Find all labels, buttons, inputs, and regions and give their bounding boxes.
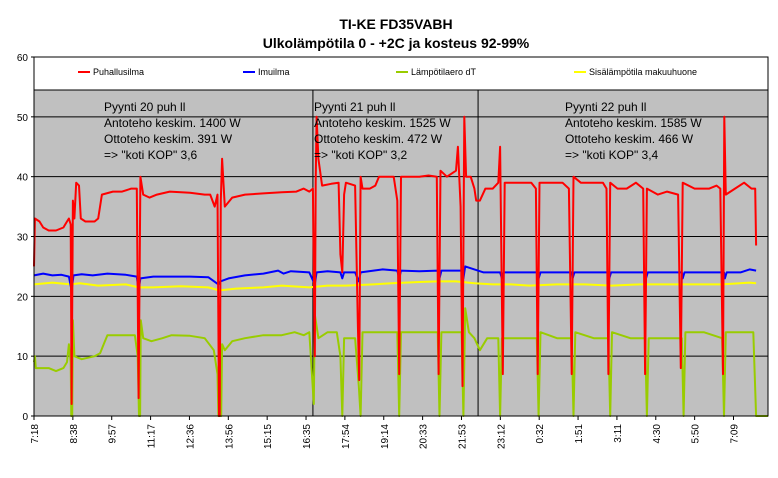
annotation-line: Antoteho keskim. 1400 W <box>104 116 241 130</box>
annotation-line: Ottoteho keskim. 466 W <box>565 132 694 146</box>
legend-label: Imuilma <box>258 67 290 77</box>
series-line <box>33 307 768 417</box>
y-tick-label: 60 <box>17 53 29 64</box>
annotation-line: => "koti KOP" 3,6 <box>104 148 198 162</box>
x-tick-label: 11:17 <box>147 424 158 449</box>
x-tick-label: 9:57 <box>108 424 119 444</box>
x-tick-label: 17:54 <box>341 424 352 449</box>
y-tick-label: 0 <box>22 412 28 423</box>
legend-label: Sisälämpötila makuuhuone <box>589 67 697 77</box>
x-tick-label: 21:53 <box>457 424 468 449</box>
x-tick-label: 7:18 <box>30 424 41 444</box>
annotation-line: Ottoteho keskim. 472 W <box>314 132 443 146</box>
x-tick-label: 5:50 <box>691 424 702 444</box>
y-tick-label: 20 <box>17 292 29 303</box>
plot-area: 0 10 20 30 40 50 60 7:18 8:38 9:57 11:17 12:36 13:56… <box>17 53 769 449</box>
x-tick-label: 12:36 <box>185 424 196 449</box>
annotation-line: => "koti KOP" 3,2 <box>314 148 408 162</box>
annotation-line: Pyynti 20 puh ll <box>104 100 185 114</box>
x-tick-label: 19:14 <box>380 424 391 449</box>
y-tick-label: 40 <box>17 173 29 184</box>
annotation-line: Pyynti 22 puh ll <box>565 100 646 114</box>
x-tick-label: 16:35 <box>302 424 313 449</box>
x-tick-label: 8:38 <box>69 424 80 444</box>
annotation-line: Antoteho keskim. 1585 W <box>565 116 702 130</box>
x-tick-label: 7:09 <box>730 424 741 444</box>
x-tick-label: 0:32 <box>535 424 546 444</box>
annotation-line: Pyynti 21 puh ll <box>314 100 395 114</box>
x-tick-label: 1:51 <box>574 424 585 444</box>
plot-frame <box>33 56 769 417</box>
chart-title: TI-KE FD35VABH <box>339 16 452 32</box>
annotation-line: Antoteho keskim. 1525 W <box>314 116 451 130</box>
x-tick-label: 13:56 <box>224 424 235 449</box>
chart-subtitle: Ulkolämpötila 0 - +2C ja kosteus 92-99% <box>263 35 530 51</box>
x-tick-label: 4:30 <box>652 424 663 444</box>
series-line <box>33 115 758 417</box>
x-tick-label: 20:33 <box>419 424 430 449</box>
y-tick-label: 50 <box>17 113 29 124</box>
x-tick-label: 23:12 <box>496 424 507 449</box>
legend-label: Puhallusilma <box>93 67 144 77</box>
annotation-line: Ottoteho keskim. 391 W <box>104 132 233 146</box>
y-tick-label: 10 <box>17 352 29 363</box>
x-tick-label: 3:11 <box>613 424 624 443</box>
annotation-line: => "koti KOP" 3,4 <box>565 148 659 162</box>
x-tick-label: 15:15 <box>263 424 274 449</box>
series-line <box>33 280 757 292</box>
legend-label: Lämpötilaero dT <box>411 67 477 77</box>
y-tick-label: 30 <box>17 233 29 244</box>
